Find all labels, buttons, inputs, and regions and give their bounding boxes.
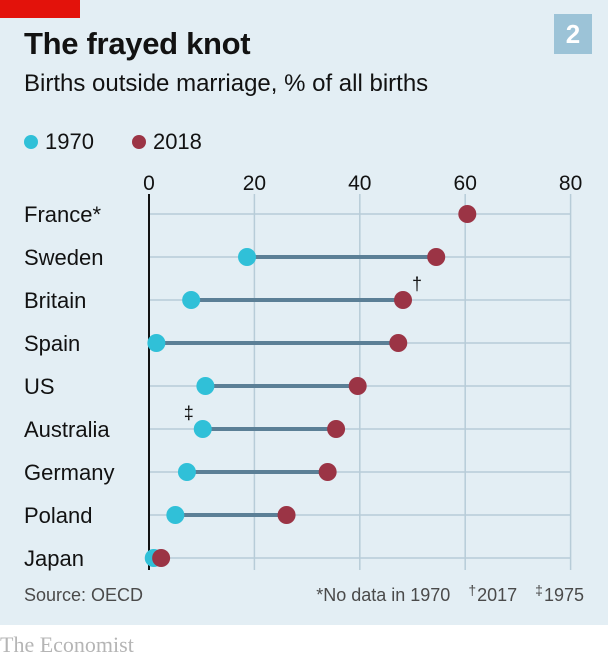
legend-item-1970: 1970 [24, 129, 94, 155]
point-2018 [427, 248, 446, 266]
category-label: France* [24, 202, 101, 227]
footnote-ddagger-symbol: ‡ [535, 582, 543, 598]
x-tick-label-0: 0 [143, 172, 155, 195]
category-label: Sweden [24, 245, 104, 270]
legend-swatch-1970 [24, 135, 38, 149]
category-label: US [24, 374, 55, 399]
point-2018 [327, 420, 346, 438]
point-2018 [458, 205, 477, 223]
legend-swatch-2018 [131, 135, 146, 149]
x-tick-label-60: 60 [454, 172, 477, 195]
category-label: Poland [24, 503, 93, 528]
category-label: Germany [24, 460, 114, 485]
point-1970 [193, 420, 212, 438]
point-2018 [389, 334, 408, 352]
legend-label-2018: 2018 [152, 129, 202, 154]
point-2018 [318, 463, 337, 481]
chart-title: The frayed knot [24, 26, 251, 61]
point-1970 [182, 291, 201, 309]
category-label: Japan [24, 546, 84, 571]
chart-subtitle: Births outside marriage, % of all births [24, 70, 429, 97]
dumbbell-chart: 0 20 40 60 80 France* Sweden Britain Spain US Aust… [24, 172, 582, 571]
chart-panel [0, 0, 608, 625]
category-label: Australia [24, 417, 110, 442]
x-tick-label-20: 20 [243, 172, 266, 195]
footnote-ddagger-text: 1975 [543, 585, 584, 605]
point-1970 [177, 463, 196, 481]
footnotes: *No data in 1970 †2017 ‡1975 [298, 582, 584, 606]
point-2018 [348, 377, 367, 395]
x-tick-label-40: 40 [348, 172, 371, 195]
legend-item-2018: 2018 [131, 129, 202, 155]
x-tick-label-80: 80 [559, 172, 582, 195]
point-2018 [152, 549, 171, 567]
footnote-ddagger: ‡1975 [535, 582, 584, 606]
category-label: Spain [24, 331, 80, 356]
point-1970 [238, 248, 257, 266]
brand-red-tag [0, 0, 80, 18]
legend: 1970 2018 [24, 128, 240, 156]
source-note: Source: OECD [24, 585, 144, 605]
footnote-dagger-text: 2017 [477, 585, 518, 605]
footnote-dagger: †2017 [468, 582, 517, 606]
point-1970 [196, 377, 215, 395]
publisher-logo-text: The Economist [0, 632, 134, 657]
footnote-dagger-symbol: † [468, 582, 477, 598]
point-1970 [147, 334, 166, 352]
category-label: Britain [24, 288, 86, 313]
annotation-mark: ‡ [184, 403, 194, 423]
legend-label-1970: 1970 [45, 129, 94, 154]
point-2018 [277, 506, 296, 524]
footnote-no-data: *No data in 1970 [316, 585, 451, 605]
point-2018 [394, 291, 413, 309]
chart-number-badge: 2 [554, 14, 592, 54]
point-1970 [166, 506, 185, 524]
annotation-mark: † [412, 274, 422, 294]
